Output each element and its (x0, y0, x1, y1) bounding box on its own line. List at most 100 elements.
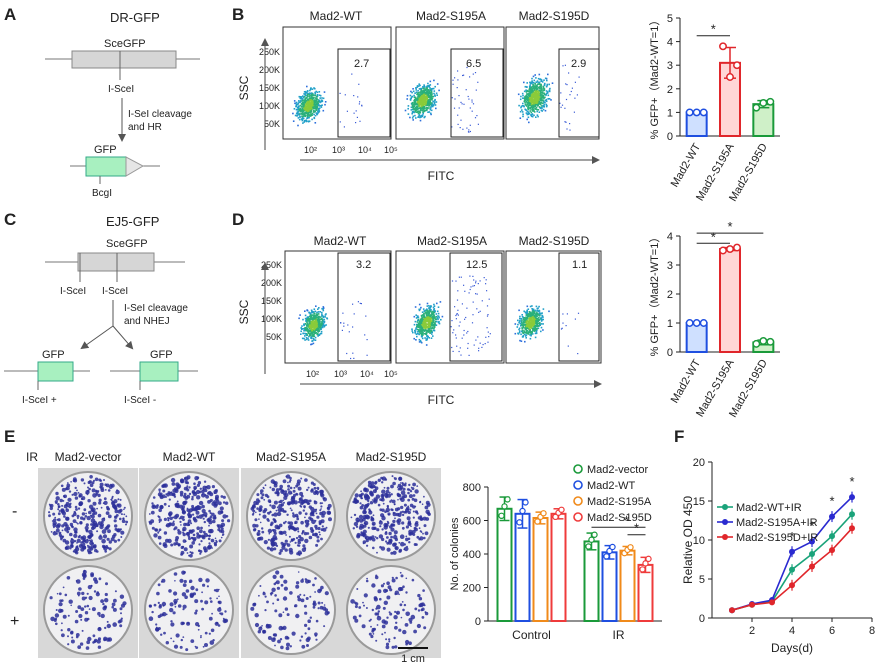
flow-dot (425, 94, 428, 96)
flow-dot (417, 323, 420, 326)
colony (70, 631, 74, 635)
colony (104, 598, 109, 603)
colony (173, 572, 178, 576)
flow-dot (486, 290, 488, 292)
flow-dot (318, 103, 320, 106)
colony (382, 502, 385, 505)
flow-dot (425, 332, 428, 334)
panel-c-product-label-left: GFP (42, 349, 65, 361)
flow-dot (303, 329, 306, 332)
flow-dot (427, 93, 429, 95)
flow-dot (314, 102, 316, 104)
colony (53, 619, 57, 622)
colony (289, 526, 292, 529)
flow-dot (421, 331, 423, 333)
colony (388, 491, 391, 494)
flow-dot (535, 305, 538, 308)
flow-dot (538, 98, 541, 101)
flow-dot (417, 94, 420, 96)
flow-dot (457, 290, 459, 292)
flow-dot (421, 104, 424, 107)
flow-dot (451, 320, 453, 322)
colony (412, 510, 415, 513)
flow-dot (428, 312, 430, 314)
colony (114, 509, 119, 514)
colony (173, 542, 177, 546)
colony (120, 612, 122, 615)
colony (390, 527, 395, 532)
colony (424, 531, 429, 536)
flow-dot (537, 92, 540, 94)
flow-dot (417, 98, 420, 101)
flow-dot (423, 84, 425, 86)
flow-dot (521, 111, 524, 113)
flow-dot (529, 86, 531, 88)
flow-dot (433, 314, 435, 316)
flow-dot (419, 339, 422, 342)
flow-dot (538, 314, 540, 316)
flow-dot (478, 311, 480, 313)
flow-dot (420, 332, 422, 335)
colony (367, 483, 373, 488)
panel-c-site-label-2: I-SceI (102, 286, 128, 297)
flow-dot (314, 336, 317, 339)
flow-dot (316, 102, 319, 104)
flow-dot (522, 318, 525, 320)
flow-dot (418, 341, 421, 343)
flow-dot (432, 313, 434, 316)
flow-dot (535, 88, 538, 91)
flow-dot (574, 97, 576, 99)
flow-dot (304, 332, 307, 335)
colony (264, 493, 268, 497)
flow-dot (437, 306, 440, 308)
colony (353, 497, 357, 501)
flow-dot (430, 102, 432, 104)
colony (180, 524, 182, 526)
colony (84, 611, 89, 615)
flow-dot (357, 96, 359, 98)
flow-dot (523, 331, 525, 333)
flow-dot (431, 317, 434, 320)
flow-dot (414, 306, 417, 308)
panel-e-plates: IR Mad2-vector Mad2-WT Mad2-S195A Mad2-S… (10, 450, 441, 665)
colony (90, 573, 94, 578)
flow-dot (352, 303, 354, 305)
colony (98, 501, 102, 505)
colony (75, 551, 77, 553)
colony (182, 636, 185, 638)
colony (218, 600, 222, 605)
colony (182, 583, 187, 587)
flow-dot (430, 320, 433, 323)
flow-dot (533, 330, 535, 332)
colony (71, 514, 75, 518)
flow-dot (532, 308, 534, 311)
flow-dot (306, 108, 308, 110)
flow-dot (526, 99, 528, 102)
flow-dot (528, 90, 531, 93)
colony (97, 611, 101, 616)
flow-dot (424, 322, 426, 325)
flow-dot (418, 338, 421, 341)
flow-dot (546, 92, 548, 95)
flow-dot (522, 115, 524, 118)
colony (81, 572, 87, 577)
flow-dot (309, 314, 312, 317)
flow-dot (308, 334, 311, 337)
flow-dot (421, 93, 423, 95)
colony (52, 512, 56, 516)
flow-dot (413, 111, 415, 114)
colony (170, 543, 174, 547)
flow-dot (414, 330, 417, 333)
flow-dot (422, 308, 425, 310)
flow-d-gate-value-3: 1.1 (572, 259, 587, 271)
colony (179, 520, 182, 524)
colony (198, 549, 200, 552)
flow-dot (318, 111, 320, 113)
flow-dot (434, 85, 436, 88)
flow-dot (573, 111, 575, 113)
flow-dot (315, 325, 318, 328)
flow-dot (294, 102, 296, 105)
flow-dot (304, 327, 306, 329)
colony (222, 514, 227, 519)
panel-a-box-label: SceGFP (104, 38, 146, 50)
